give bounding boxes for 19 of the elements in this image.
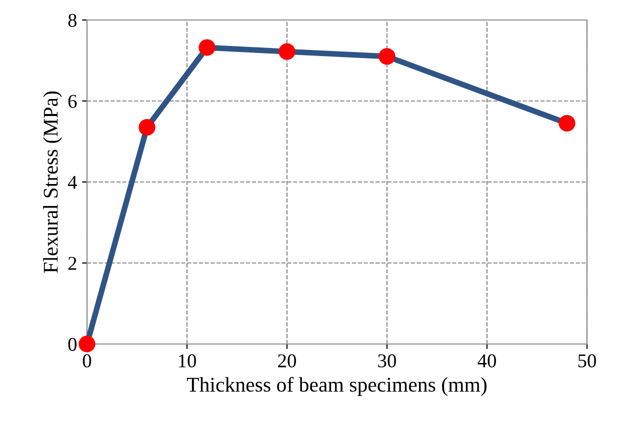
y-tick-label: 8 [68,14,77,27]
x-tick-label: 20 [278,354,296,368]
point [78,336,96,352]
y-axis-title: Flexural Stress (MPa) [43,91,62,273]
point [198,39,216,56]
point [378,48,396,65]
x-axis-title: Thickness of beam specimens (mm) [186,376,486,396]
point [558,114,576,132]
y-tick-label: 4 [68,176,77,189]
y-tick-label: 6 [68,94,77,108]
y-tick-label: 0 [68,338,77,351]
x-tick-label: 30 [378,354,396,368]
y-tick-label: 2 [68,256,76,270]
x-tick-label: 40 [478,354,496,368]
x-tick-label: 0 [82,354,92,368]
point [278,43,296,60]
x-tick-label: 50 [578,354,596,368]
point [138,118,156,136]
x-tick-label: 10 [178,354,196,368]
